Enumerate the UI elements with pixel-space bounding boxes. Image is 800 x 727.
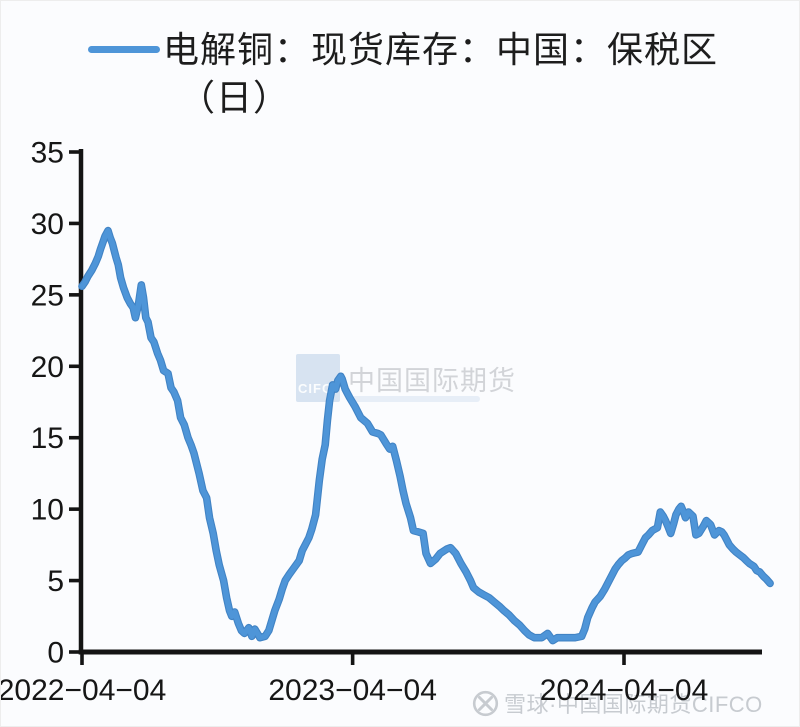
axis-ticks-group	[69, 150, 626, 665]
legend-label-line2: （日）	[179, 77, 291, 118]
legend-label: 电解铜：现货库存：中国：保税区 （日）	[163, 26, 718, 122]
x-tick-label: 2022−04−04	[0, 674, 166, 707]
xueqiu-watermark: 雪球·中国国际期货CIFCO	[472, 687, 763, 719]
y-tick-label: 0	[47, 637, 64, 670]
y-tick-label: 10	[31, 494, 64, 527]
cifco-logo-box: CIFC	[296, 354, 340, 402]
xueqiu-watermark-text: 雪球·中国国际期货CIFCO	[504, 692, 763, 717]
y-tick-label: 35	[31, 137, 64, 170]
axis-labels-group: 0 5 10 15 20 25 30 35 2022−04−04 2023−04−04 2024−0…	[0, 137, 708, 708]
legend-label-line1: 电解铜：现货库存：中国：保税区	[163, 29, 719, 70]
y-tick-label: 15	[31, 422, 64, 455]
y-tick-label: 5	[47, 565, 64, 598]
y-tick-label: 20	[31, 351, 64, 384]
xueqiu-logo-icon	[472, 690, 499, 716]
cifco-logo-text: CIFC	[298, 381, 333, 396]
x-tick-label: 2024−04−04	[540, 674, 709, 707]
legend-line-marker	[88, 46, 160, 53]
x-tick-label: 2023−04−04	[268, 674, 437, 707]
cifco-watermark-subtext-strip	[352, 396, 480, 402]
legend: 电解铜：现货库存：中国：保税区 （日）	[88, 26, 718, 122]
cifco-watermark: CIFC 中国国际期货	[296, 354, 516, 402]
cifco-watermark-text: 中国国际期货	[348, 366, 516, 396]
y-tick-label: 25	[31, 279, 64, 312]
y-tick-label: 30	[31, 208, 64, 241]
series-line	[79, 227, 773, 644]
